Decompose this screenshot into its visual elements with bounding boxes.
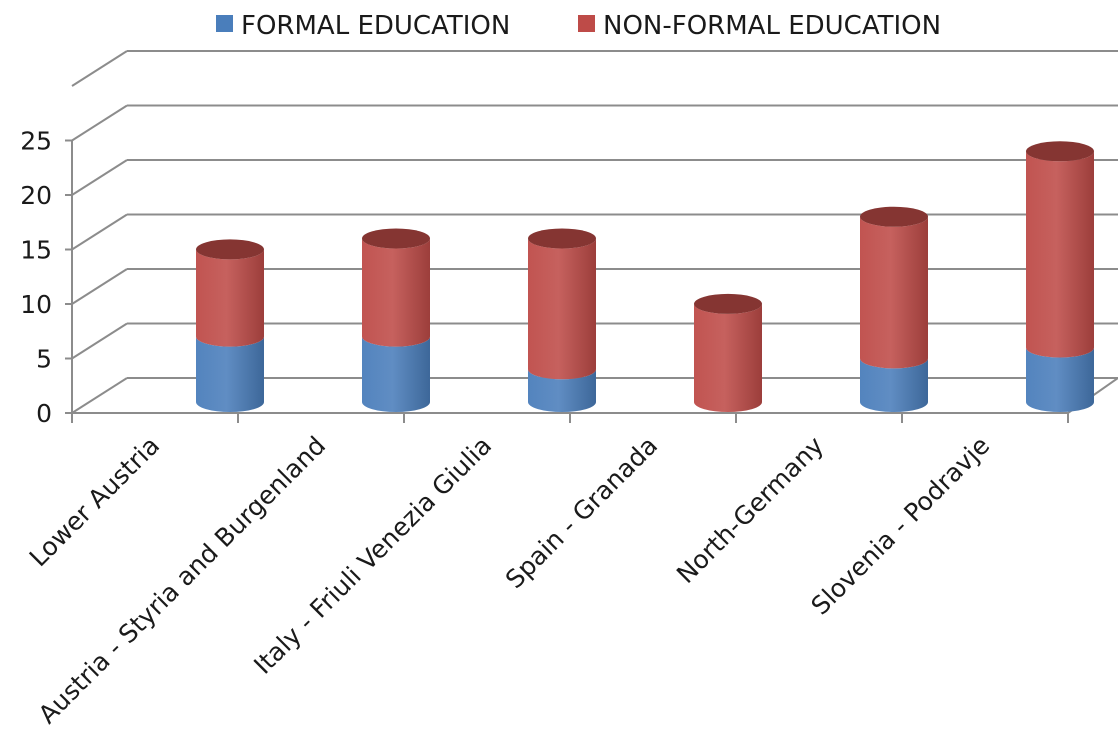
bar-nonformal (1026, 151, 1094, 358)
bar-top-cap (860, 206, 928, 227)
gridline-diagonal (71, 268, 128, 305)
legend-swatch-formal (216, 15, 233, 32)
legend-swatch-nonformal (578, 15, 595, 32)
bar-nonformal (694, 303, 762, 412)
bar-top-cap (694, 293, 762, 314)
gridline-diagonal (71, 104, 128, 142)
y-tick-label: 20 (20, 181, 52, 210)
y-tick-label: 10 (20, 290, 52, 319)
bar-formal (1026, 347, 1094, 412)
bar-top-cap (362, 228, 430, 249)
bar-nonformal (528, 238, 596, 380)
gridlines (71, 50, 1118, 414)
y-tick-label: 5 (36, 345, 52, 374)
category-label: Lower Austria (24, 431, 166, 573)
category-label: Austria - Styria and Burgenland (33, 431, 331, 729)
category-label: North-Germany (671, 431, 829, 589)
legend-label-formal: FORMAL EDUCATION (241, 11, 510, 41)
gridline-diagonal (71, 377, 128, 414)
bar-top-cap (196, 239, 264, 260)
bar-formal (362, 336, 430, 412)
category-label: Spain - Granada (500, 431, 663, 594)
gridline-diagonal (71, 322, 128, 360)
bar-formal (196, 336, 264, 412)
y-tick-label: 25 (20, 127, 52, 156)
bar-nonformal (196, 249, 264, 347)
axes (65, 139, 1118, 423)
bar-formal (860, 358, 928, 412)
gridline-diagonal (71, 159, 128, 196)
gridline-diagonal (71, 50, 128, 87)
bar-nonformal (860, 216, 928, 369)
y-tick-labels: 0 5 10 15 20 25 (20, 127, 52, 429)
bar-formal (528, 369, 596, 412)
bars (196, 141, 1094, 412)
bar-top-cap (1026, 141, 1094, 162)
legend: FORMAL EDUCATION NON-FORMAL EDUCATION (216, 11, 941, 41)
bar-top-cap (528, 228, 596, 249)
y-tick-label: 0 (36, 399, 52, 428)
y-tick-label: 15 (20, 236, 52, 265)
bar-nonformal (362, 238, 430, 347)
category-label: Slovenia - Podravje (805, 431, 995, 621)
gridline-diagonal (71, 213, 128, 251)
legend-label-nonformal: NON-FORMAL EDUCATION (603, 11, 941, 41)
